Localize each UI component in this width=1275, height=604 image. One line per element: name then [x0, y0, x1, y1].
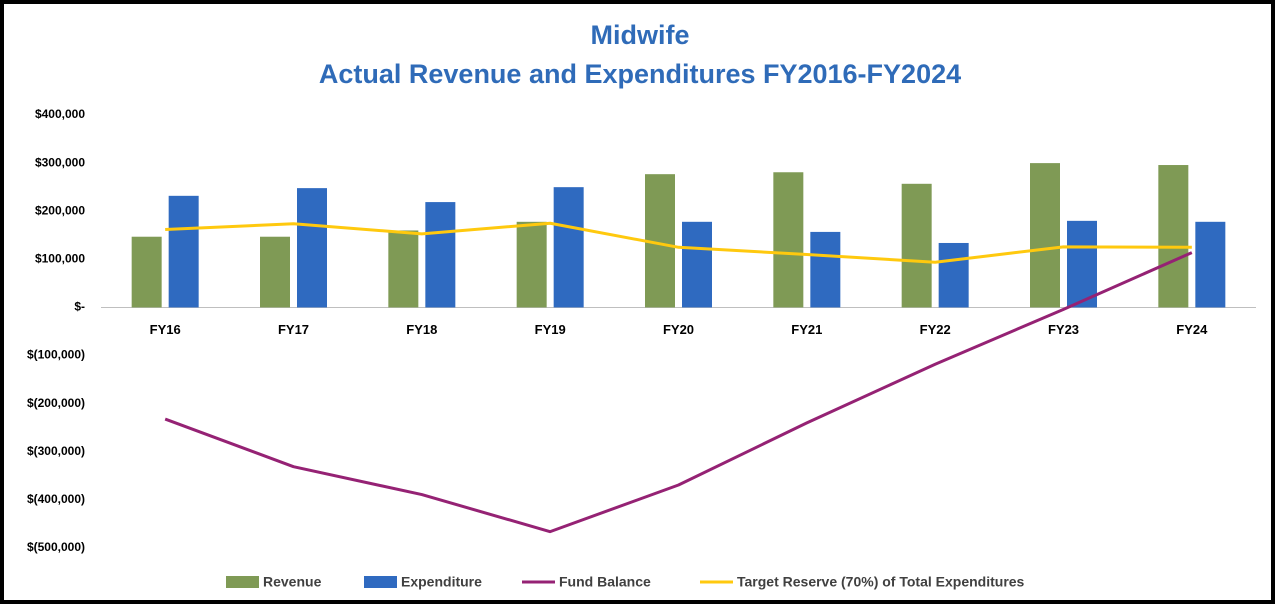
bar: [1158, 165, 1189, 308]
x-tick-label: FY16: [150, 322, 181, 337]
x-tick-label: FY21: [791, 322, 822, 337]
y-tick-label: $(100,000): [27, 348, 85, 362]
chart-subtitle: Actual Revenue and Expenditures FY2016-F…: [319, 59, 961, 89]
bar: [516, 221, 547, 308]
bar: [938, 242, 969, 308]
bar: [388, 230, 419, 308]
y-tick-label: $(400,000): [27, 492, 85, 506]
y-tick-label: $100,000: [35, 252, 85, 266]
x-tick-label: FY24: [1176, 322, 1208, 337]
x-tick-label: FY19: [535, 322, 566, 337]
bar: [553, 187, 584, 308]
bar: [260, 236, 290, 308]
x-tick-label: FY22: [920, 322, 951, 337]
y-tick-label: $300,000: [35, 155, 85, 169]
legend-label: Fund Balance: [559, 574, 651, 590]
bar: [773, 172, 804, 308]
bar: [682, 221, 712, 308]
y-tick-label: $(500,000): [27, 540, 85, 554]
x-tick-label: FY20: [663, 322, 694, 337]
bar: [425, 202, 456, 308]
legend-label: Target Reserve (70%) of Total Expenditur…: [737, 574, 1025, 590]
line-series: [164, 251, 1193, 534]
y-tick-label: $-: [74, 300, 85, 314]
bar: [1030, 163, 1060, 308]
bar: [297, 188, 327, 308]
bar: [901, 183, 932, 308]
x-tick-label: FY17: [278, 322, 309, 337]
legend-swatch: [226, 576, 259, 588]
bar: [1067, 220, 1097, 308]
chart-title: Midwife: [591, 20, 690, 50]
bar: [1195, 221, 1226, 308]
legend-swatch: [364, 576, 397, 588]
y-tick-label: $400,000: [35, 107, 85, 121]
legend-label: Expenditure: [401, 574, 482, 590]
bar: [810, 231, 841, 308]
y-tick-label: $(300,000): [27, 444, 85, 458]
bar: [131, 236, 162, 308]
legend-label: Revenue: [263, 574, 322, 590]
x-tick-label: FY23: [1048, 322, 1079, 337]
y-tick-label: $(200,000): [27, 396, 85, 410]
bar: [168, 195, 199, 308]
x-tick-label: FY18: [406, 322, 437, 337]
line-series: [165, 221, 1192, 264]
y-tick-label: $200,000: [35, 203, 85, 217]
